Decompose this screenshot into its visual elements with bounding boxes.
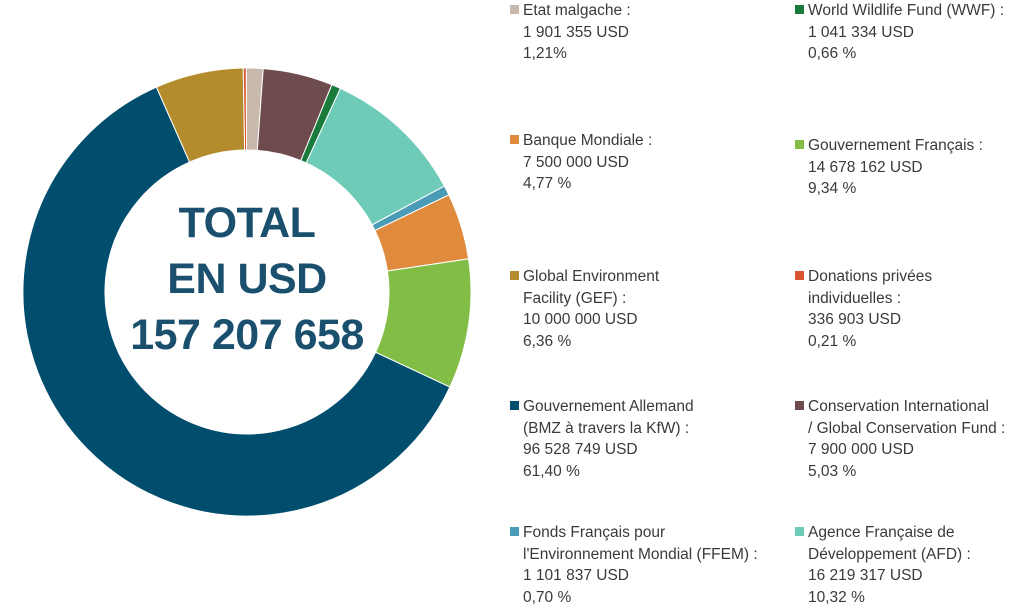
donut-chart xyxy=(22,67,472,517)
legend-amount: 7 500 000 USD xyxy=(523,153,629,171)
donut-slice-9 xyxy=(242,67,248,151)
legend-label: l'Environnement Mondial (FFEM) : xyxy=(523,545,758,563)
legend-item: World Wildlife Fund (WWF) : 1 041 334 USD… xyxy=(795,0,1004,65)
legend-amount: 14 678 162 USD xyxy=(808,158,923,176)
legend-amount: 96 528 749 USD xyxy=(523,441,638,458)
legend-percent: 10,32 % xyxy=(808,588,865,606)
legend-label: Banque Mondiale : xyxy=(523,132,653,149)
legend-item: Gouvernement Français : 14 678 162 USD 9,3… xyxy=(795,135,983,200)
legend-label: Donations privées xyxy=(808,268,933,285)
center-label-line-2: EN USD xyxy=(167,255,327,303)
legend-item: Fonds Français pour l'Environnement Mondi… xyxy=(510,522,758,608)
legend-label: (BMZ à travers la KfW) : xyxy=(523,419,690,437)
legend-amount: 1 901 355 USD xyxy=(523,23,629,41)
legend-amount: 10 000 000 USD xyxy=(523,311,638,328)
legend-percent: 0,21 % xyxy=(808,332,857,350)
legend-amount: 336 903 USD xyxy=(808,311,902,328)
legend-item: Global Environment Facility (GEF) : 10 000… xyxy=(510,266,659,352)
donut-center-label: TOTAL EN USD 157 207 658 xyxy=(106,195,388,363)
legend-item: Agence Française de Développement (AFD) :… xyxy=(795,522,971,608)
legend-percent: 9,34 % xyxy=(808,180,857,197)
legend-swatch xyxy=(795,5,804,14)
legend-amount: 1 101 837 USD xyxy=(523,567,629,584)
legend-amount: 7 900 000 USD xyxy=(808,441,914,458)
legend-percent: 6,36 % xyxy=(523,332,572,350)
legend-label: World Wildlife Fund (WWF) : xyxy=(808,2,1005,19)
legend-label: Agence Française de xyxy=(808,524,955,541)
legend-item: Etat malgache : 1 901 355 USD 1,21% xyxy=(510,0,631,65)
center-label-line-1: TOTAL xyxy=(178,199,316,247)
legend-item: Donations privées individuelles : 336 903 … xyxy=(795,266,932,352)
legend-label: Etat malgache : xyxy=(523,2,631,19)
legend-amount: 16 219 317 USD xyxy=(808,567,923,584)
legend-percent: 5,03 % xyxy=(808,462,857,480)
legend-percent: 4,77 % xyxy=(523,175,572,192)
legend-swatch xyxy=(795,401,804,410)
legend-swatch xyxy=(795,140,804,149)
legend-label: Global Environment xyxy=(523,268,660,285)
legend-label: Développement (AFD) : xyxy=(808,545,971,563)
legend-percent: 0,66 % xyxy=(808,45,857,62)
legend-swatch xyxy=(510,5,519,14)
legend-label: Conservation International xyxy=(808,398,989,415)
legend-label: Gouvernement Français : xyxy=(808,137,983,154)
legend-label: individuelles : xyxy=(808,289,902,307)
legend-swatch xyxy=(510,135,519,144)
legend-item: Conservation International / Global Conse… xyxy=(795,396,1005,482)
legend-amount: 1 041 334 USD xyxy=(808,23,914,41)
legend-item: Banque Mondiale : 7 500 000 USD 4,77 % xyxy=(510,130,652,195)
legend-label: Gouvernement Allemand xyxy=(523,398,694,415)
legend-percent: 1,21% xyxy=(523,45,567,62)
legend-item: Gouvernement Allemand (BMZ à travers la K… xyxy=(510,396,694,482)
legend-swatch xyxy=(795,271,804,280)
legend-swatch xyxy=(510,271,519,280)
legend-label: Facility (GEF) : xyxy=(523,289,627,307)
legend-label: / Global Conservation Fund : xyxy=(808,419,1006,437)
legend-swatch xyxy=(510,527,519,536)
legend-label: Fonds Français pour xyxy=(523,524,666,541)
donut-slice-7 xyxy=(22,86,451,517)
legend-percent: 0,70 % xyxy=(523,588,572,606)
legend-percent: 61,40 % xyxy=(523,462,580,480)
center-label-total: 157 207 658 xyxy=(130,311,364,359)
legend-swatch xyxy=(795,527,804,536)
legend-swatch xyxy=(510,401,519,410)
